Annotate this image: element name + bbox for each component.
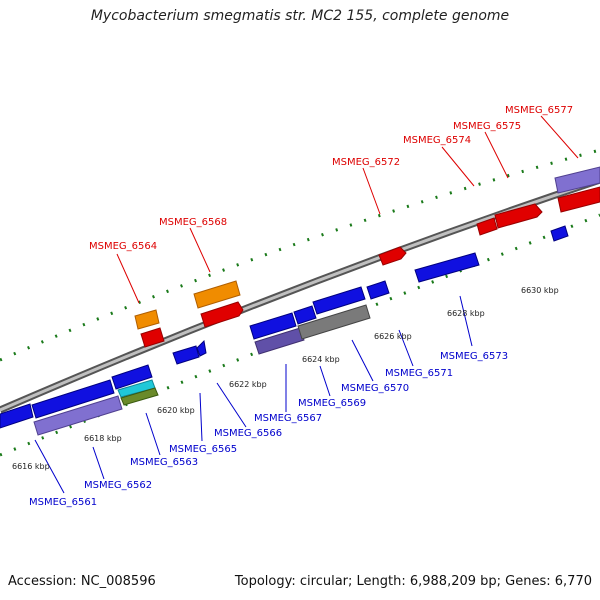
gene-label-forward[interactable]: MSMEG_6568: [159, 217, 227, 228]
kbp-scale-labels: 6616 kbp 6618 kbp 6620 kbp 6622 kbp 6624…: [12, 286, 559, 471]
gene-msmeg-6566: [196, 339, 207, 357]
gene-label-forward[interactable]: MSMEG_6572: [332, 157, 400, 168]
leader-lines: [34, 115, 579, 494]
gene-msmeg-6561: [0, 403, 34, 429]
kbp-label: 6624 kbp: [302, 355, 340, 364]
gene-msmeg-6569: [293, 305, 317, 325]
reverse-gene-glyphs: [0, 225, 569, 436]
forward-gene-glyphs: [134, 166, 600, 348]
gene-label-forward[interactable]: MSMEG_6575: [453, 121, 521, 132]
gene-msmeg-6567-blue: [249, 312, 297, 340]
gene-msmeg-6571: [366, 280, 390, 300]
gene-label-reverse[interactable]: MSMEG_6570: [341, 383, 409, 394]
gene-msmeg-6570-gray: [297, 304, 371, 340]
gene-msmeg-6562-purple: [33, 395, 123, 436]
gene-msmeg-6563-olive: [120, 387, 159, 406]
gene-msmeg-6567-purple: [254, 327, 305, 355]
accession-text: Accession: NC_008596: [8, 574, 156, 589]
gene-msmeg-6563-blue: [111, 364, 153, 390]
gene-msmeg-6572-red: [378, 246, 407, 266]
kbp-label: 6622 kbp: [229, 380, 267, 389]
gene-msmeg-6577-purple: [554, 166, 600, 194]
gene-msmeg-6565: [172, 345, 200, 365]
gene-msmeg-6575-red: [494, 203, 543, 229]
reverse-tick-track: [0, 213, 600, 457]
map-title: Mycobacterium smegmatis str. MC2 155, co…: [90, 8, 510, 24]
gene-msmeg-6577-red: [557, 186, 600, 213]
genome-summary-text: Topology: circular; Length: 6,988,209 bp…: [234, 574, 592, 589]
gene-label-forward[interactable]: MSMEG_6574: [403, 135, 471, 146]
kbp-label: 6616 kbp: [12, 462, 50, 471]
gene-msmeg-6577-small: [550, 225, 569, 242]
kbp-label: 6628 kbp: [447, 309, 485, 318]
gene-label-reverse[interactable]: MSMEG_6569: [298, 398, 366, 409]
kbp-label: 6630 kbp: [521, 286, 559, 295]
gene-msmeg-6564-orange: [134, 309, 160, 330]
forward-tick-track: [0, 148, 600, 362]
gene-label-reverse[interactable]: MSMEG_6566: [214, 428, 282, 439]
gene-label-reverse[interactable]: MSMEG_6565: [169, 444, 237, 455]
gene-msmeg-6573: [414, 252, 480, 283]
gene-msmeg-6570-blue: [312, 286, 366, 315]
gene-msmeg-6568-red: [200, 301, 244, 328]
gene-label-forward[interactable]: MSMEG_6577: [505, 105, 573, 116]
gene-msmeg-6564-red: [140, 327, 165, 348]
gene-msmeg-6568-orange: [193, 280, 241, 309]
gene-msmeg-6562-blue: [31, 379, 115, 419]
kbp-label: 6620 kbp: [157, 406, 195, 415]
kbp-label: 6618 kbp: [84, 434, 122, 443]
gene-label-reverse[interactable]: MSMEG_6563: [130, 457, 198, 468]
gene-label-reverse[interactable]: MSMEG_6573: [440, 351, 508, 362]
reverse-gene-labels: MSMEG_6561 MSMEG_6562 MSMEG_6563 MSMEG_6…: [29, 351, 508, 508]
gene-label-reverse[interactable]: MSMEG_6561: [29, 497, 97, 508]
gene-msmeg-6574-red: [476, 217, 498, 236]
forward-gene-labels: MSMEG_6564 MSMEG_6568 MSMEG_6572 MSMEG_6…: [89, 105, 573, 252]
gene-label-reverse[interactable]: MSMEG_6571: [385, 368, 453, 379]
gene-label-reverse[interactable]: MSMEG_6567: [254, 413, 322, 424]
kbp-label: 6626 kbp: [374, 332, 412, 341]
gene-label-reverse[interactable]: MSMEG_6562: [84, 480, 152, 491]
genome-backbone: [0, 176, 600, 414]
gene-label-forward[interactable]: MSMEG_6564: [89, 241, 157, 252]
